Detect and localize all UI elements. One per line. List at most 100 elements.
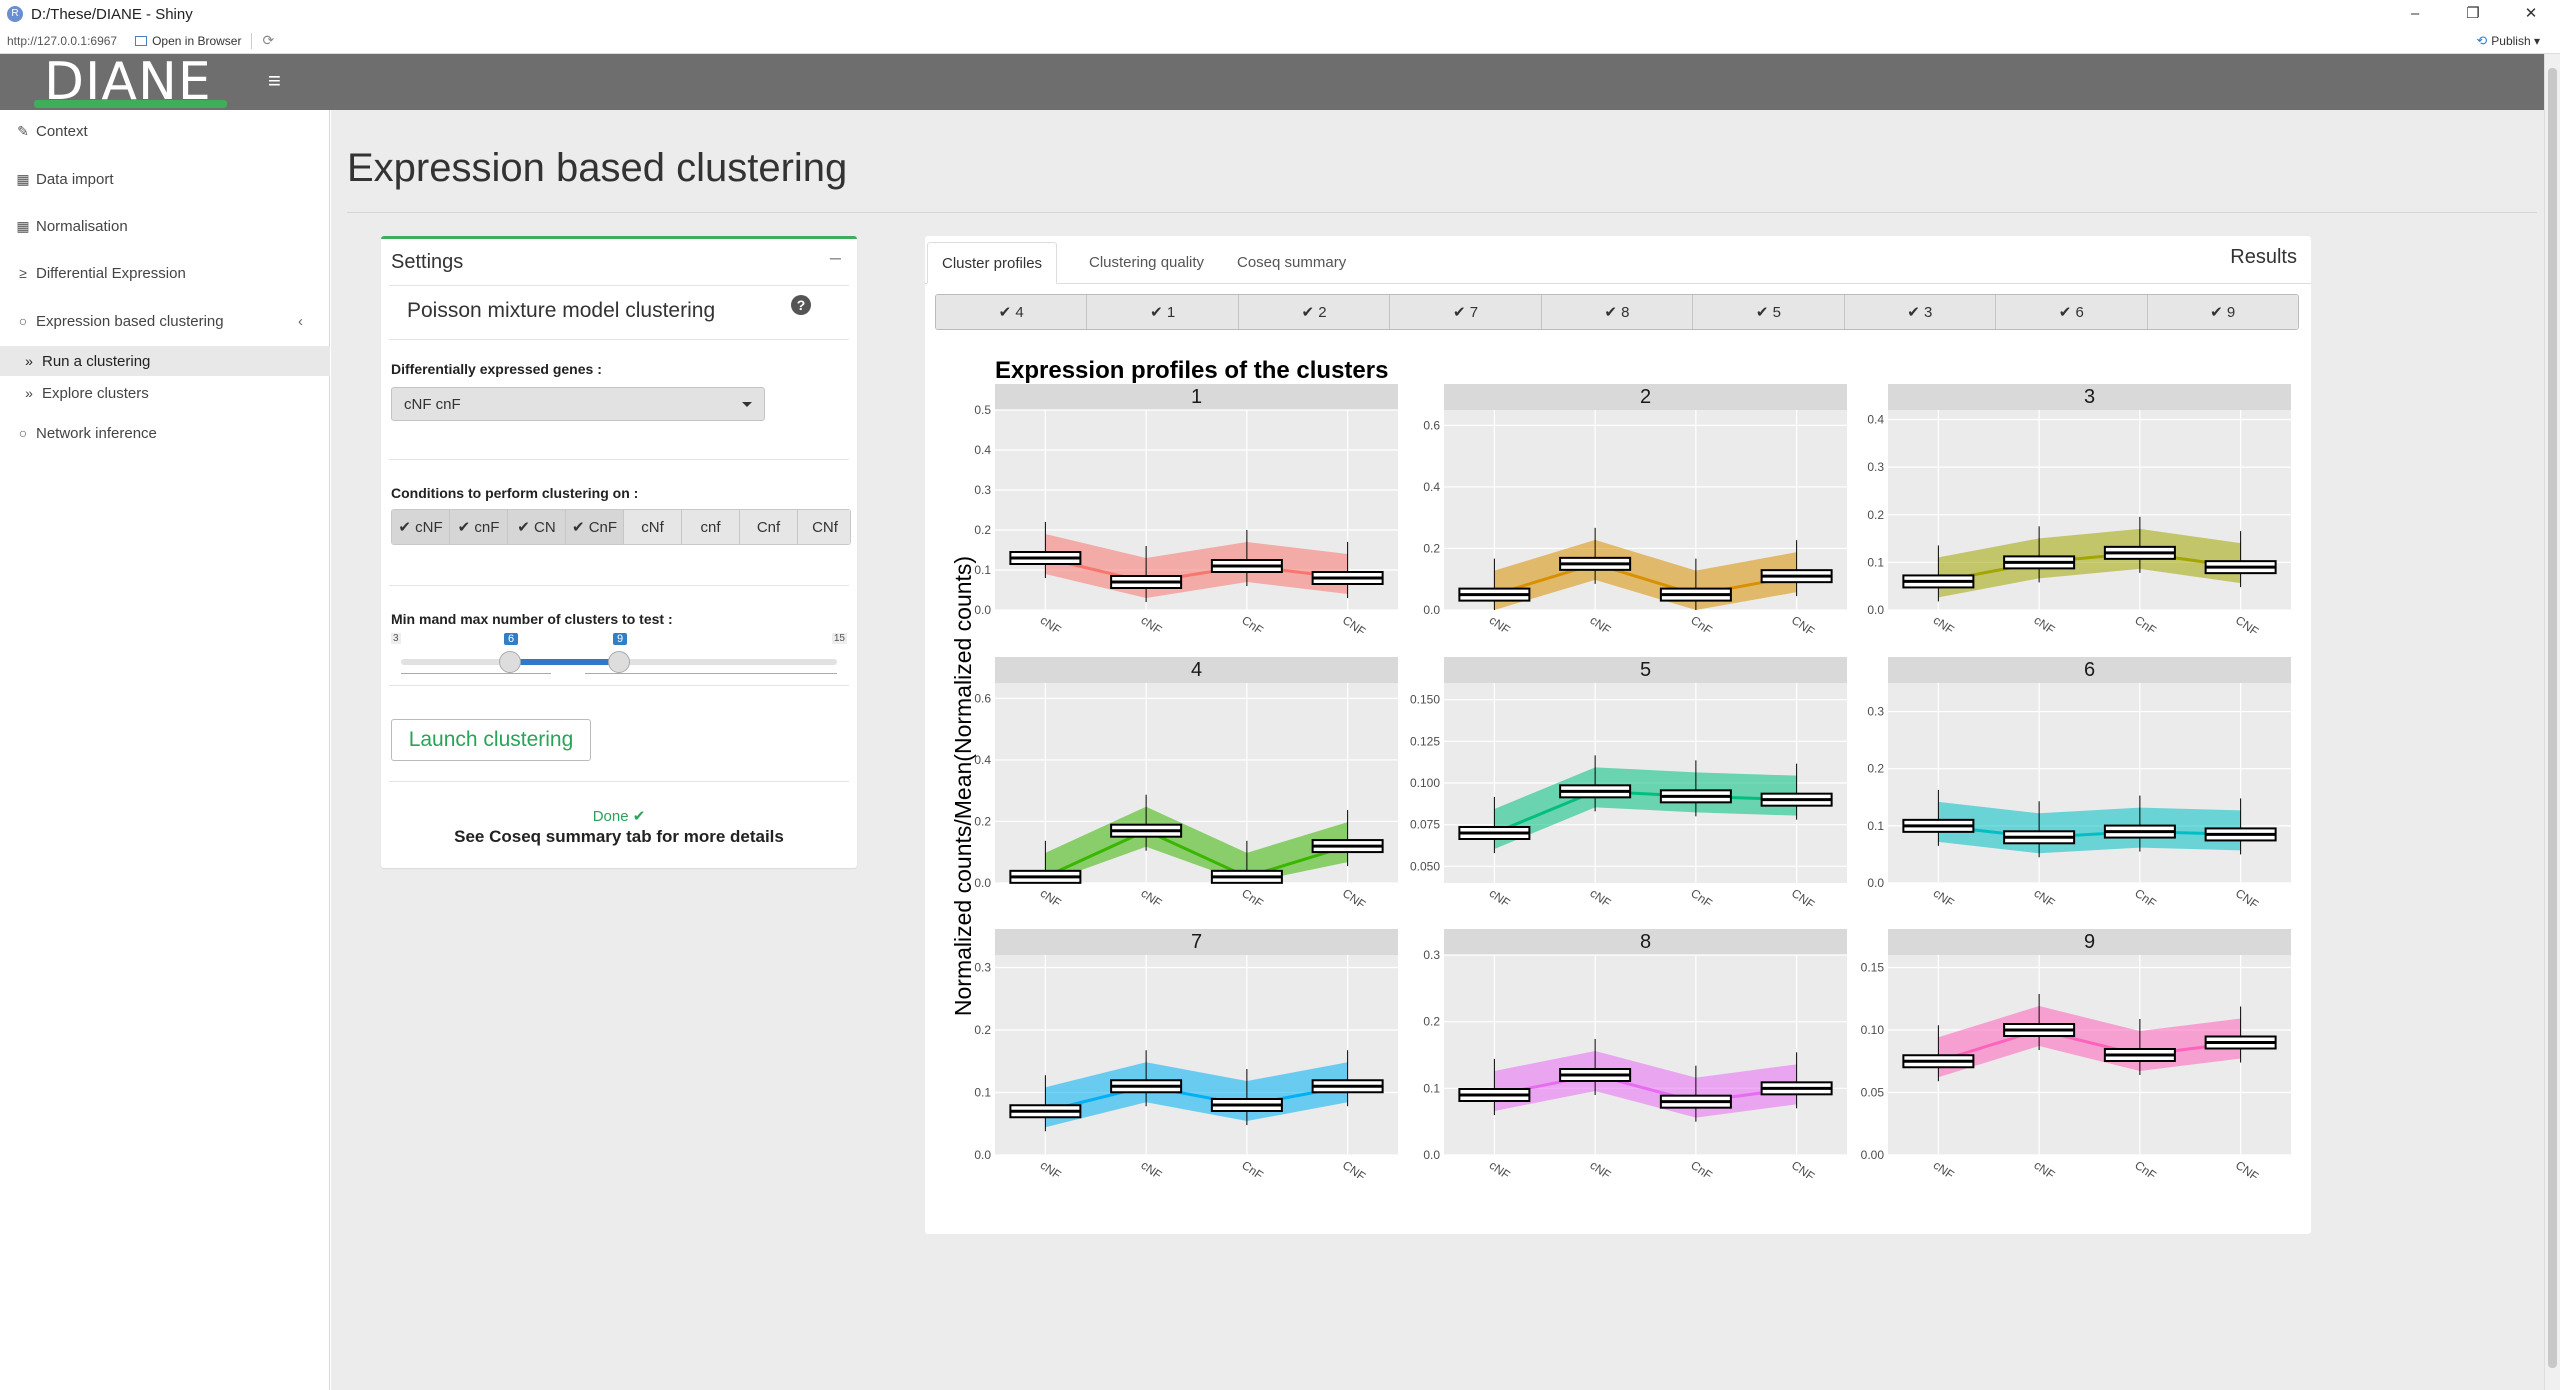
facet-label: 8 <box>1640 931 1651 953</box>
launch-clustering-button[interactable]: Launch clustering <box>391 719 591 761</box>
y-tick-label: 0.00 <box>1861 1148 1885 1162</box>
sidebar-item-expression-clustering[interactable]: ○ Expression based clustering ‹ <box>0 306 330 336</box>
facet-strip <box>995 929 1398 955</box>
condition-toggle-cn[interactable]: ✔ CN <box>508 510 566 544</box>
browser-icon <box>135 35 148 46</box>
sidebar-item-label: Normalisation <box>36 217 128 235</box>
cluster-toggle-3[interactable]: ✔ 3 <box>1844 295 1997 329</box>
collapse-icon[interactable]: – <box>829 247 841 269</box>
sidebar-item-label: Expression based clustering <box>36 312 224 330</box>
chevron-left-icon: ‹ <box>298 312 303 330</box>
cluster-toggle-4[interactable]: ✔ 4 <box>936 295 1088 329</box>
x-tick-label: cNF <box>2031 886 2057 910</box>
sidebar-item-normalisation[interactable]: ▦ Normalisation <box>0 211 330 241</box>
conditions-group: ✔ cNF ✔ cnF ✔ CN ✔ CnF cNf cnf Cnf CNf <box>391 509 851 545</box>
tab-cluster-profiles[interactable]: Cluster profiles <box>927 242 1058 284</box>
facet-panel-2: 2 0.0 0.2 0.4 0.6 cNF cNF CnF CNF <box>1423 384 1847 639</box>
deg-label: Differentially expressed genes : <box>391 361 602 377</box>
y-tick-label: 0.10 <box>1861 1023 1885 1037</box>
condition-toggle-cnf[interactable]: ✔ CnF <box>566 510 624 544</box>
condition-toggle-cnf[interactable]: ✔ cnF <box>450 510 508 544</box>
x-tick-label: CNF <box>2233 1158 2261 1184</box>
condition-toggle-cnf[interactable]: ✔ cNF <box>392 510 450 544</box>
logo[interactable]: DIANE <box>0 54 330 110</box>
slider-min-label: 3 <box>391 633 401 644</box>
hamburger-menu-icon[interactable]: ≡ <box>268 68 281 93</box>
sidebar-item-label: Network inference <box>36 424 157 442</box>
condition-toggle-cnf[interactable]: Cnf <box>740 510 798 544</box>
condition-toggle-cnf[interactable]: cNf <box>624 510 682 544</box>
settings-box: Settings – Poisson mixture model cluster… <box>381 236 857 868</box>
tab-coseq-summary[interactable]: Coseq summary <box>1237 254 1347 271</box>
condition-toggle-cnf[interactable]: CNf <box>798 510 850 544</box>
cluster-toggle-8[interactable]: ✔ 8 <box>1541 295 1694 329</box>
y-tick-label: 0.0 <box>974 1148 991 1162</box>
refresh-icon[interactable]: ⟳ <box>262 32 275 48</box>
cluster-buttons: ✔ 4 ✔ 1 ✔ 2 ✔ 7 ✔ 8 ✔ 5 ✔ 3 ✔ 6 ✔ 9 <box>935 294 2299 330</box>
slider-handle-min[interactable] <box>499 651 521 673</box>
sidebar-item-explore-clusters[interactable]: » Explore clusters <box>0 378 330 408</box>
restore-icon[interactable]: ❐ <box>2466 5 2480 22</box>
sidebar-item-differential-expression[interactable]: ≥ Differential Expression <box>0 258 330 288</box>
divider <box>389 685 849 686</box>
x-tick-label: CNF <box>2233 886 2261 912</box>
help-icon[interactable]: ? <box>791 295 811 315</box>
deg-select[interactable]: cNF cnF <box>391 387 765 421</box>
x-tick-label: cNF <box>2031 1158 2057 1182</box>
conditions-label: Conditions to perform clustering on : <box>391 485 639 501</box>
cluster-toggle-5[interactable]: ✔ 5 <box>1693 295 1845 329</box>
slider-handle-max[interactable] <box>608 651 630 673</box>
slider-label: Min mand max number of clusters to test … <box>391 611 673 627</box>
panel-background <box>1444 955 1847 1155</box>
divider <box>389 459 849 460</box>
open-in-browser-button[interactable]: Open in Browser <box>135 34 241 48</box>
facet-strip <box>1888 929 2291 955</box>
caret-down-icon <box>742 402 752 407</box>
sidebar-item-network-inference[interactable]: ○ Network inference <box>0 418 330 448</box>
y-tick-label: 0.1 <box>1867 819 1884 833</box>
publish-button[interactable]: ⟲ Publish ▾ <box>2476 33 2540 48</box>
condition-toggle-cnf[interactable]: cnf <box>682 510 740 544</box>
cluster-toggle-6[interactable]: ✔ 6 <box>1996 295 2148 329</box>
cluster-toggle-2[interactable]: ✔ 2 <box>1238 295 1391 329</box>
sidebar-item-label: Context <box>36 122 88 140</box>
publish-icon: ⟲ <box>2476 33 2488 48</box>
cluster-toggle-9[interactable]: ✔ 9 <box>2147 295 2298 329</box>
cluster-range-slider[interactable]: 3 15 6 9 <box>391 629 847 689</box>
facet-strip <box>995 657 1398 683</box>
divider <box>251 32 253 49</box>
cluster-toggle-1[interactable]: ✔ 1 <box>1087 295 1239 329</box>
close-icon[interactable]: ✕ <box>2524 5 2538 22</box>
facet-panel-1: 1 0.0 0.1 0.2 0.3 0.4 0.5 cNF cNF CnF CNF <box>974 384 1398 639</box>
greater-equal-icon: ≥ <box>19 265 27 281</box>
facet-label: 9 <box>2084 931 2095 953</box>
y-tick-label: 0.05 <box>1861 1086 1885 1100</box>
y-tick-label: 0.0 <box>1867 876 1884 890</box>
facet-label: 5 <box>1640 659 1651 681</box>
x-tick-label: cNF <box>1038 1158 1064 1182</box>
x-tick-label: cNF <box>1038 886 1064 910</box>
double-chevron-icon: » <box>25 353 33 369</box>
y-tick-label: 0.3 <box>974 961 991 975</box>
x-tick-label: cNF <box>2031 613 2057 637</box>
slider-from-label: 6 <box>504 633 519 645</box>
y-tick-label: 0.2 <box>1423 541 1440 555</box>
y-tick-label: 0.0 <box>974 876 991 890</box>
slider-to-label: 9 <box>613 633 628 645</box>
tab-clustering-quality[interactable]: Clustering quality <box>1089 254 1205 271</box>
url-text[interactable]: http://127.0.0.1:6967 <box>7 33 118 48</box>
y-tick-label: 0.4 <box>1423 480 1440 494</box>
cluster-toggle-7[interactable]: ✔ 7 <box>1390 295 1542 329</box>
minimize-icon[interactable]: – <box>2410 5 2420 22</box>
facet-panel-9: 9 0.00 0.05 0.10 0.15 cNF cNF CnF CNF <box>1861 929 2291 1184</box>
scrollbar-thumb[interactable] <box>2548 68 2557 1368</box>
scrollbar[interactable] <box>2544 54 2560 1390</box>
slider-fill <box>510 659 619 665</box>
x-tick-label: CNF <box>1789 613 1817 639</box>
facet-panel-6: 6 0.0 0.1 0.2 0.3 cNF cNF CnF CNF <box>1867 657 2291 912</box>
sidebar-item-data-import[interactable]: ▦ Data import <box>0 164 330 194</box>
sidebar-item-run-clustering[interactable]: » Run a clustering <box>0 346 330 376</box>
y-axis-label: Normalized counts/Mean(Normalized counts… <box>950 556 976 1016</box>
y-tick-label: 0.050 <box>1410 859 1440 873</box>
sidebar-item-context[interactable]: ✎ Context <box>0 116 330 146</box>
